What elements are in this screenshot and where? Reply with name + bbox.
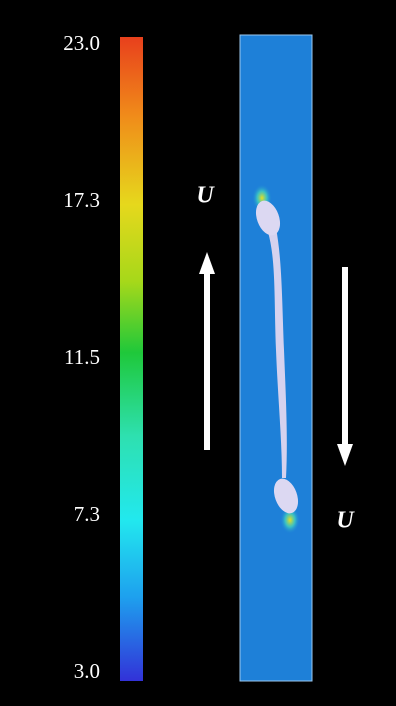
colorbar bbox=[120, 37, 143, 681]
velocity-label: U bbox=[336, 508, 355, 534]
colorbar-label: 3.0 bbox=[74, 659, 100, 683]
background bbox=[0, 0, 396, 706]
simulation-panel bbox=[240, 35, 312, 681]
colorbar-label: 23.0 bbox=[63, 31, 100, 55]
velocity-label: U bbox=[196, 183, 215, 209]
colorbar-label: 17.3 bbox=[63, 188, 100, 212]
colorbar-label: 7.3 bbox=[74, 502, 100, 526]
figure: 23.0 17.3 11.5 7.3 3.0 U U bbox=[0, 0, 396, 706]
colorbar-label: 11.5 bbox=[64, 345, 100, 369]
